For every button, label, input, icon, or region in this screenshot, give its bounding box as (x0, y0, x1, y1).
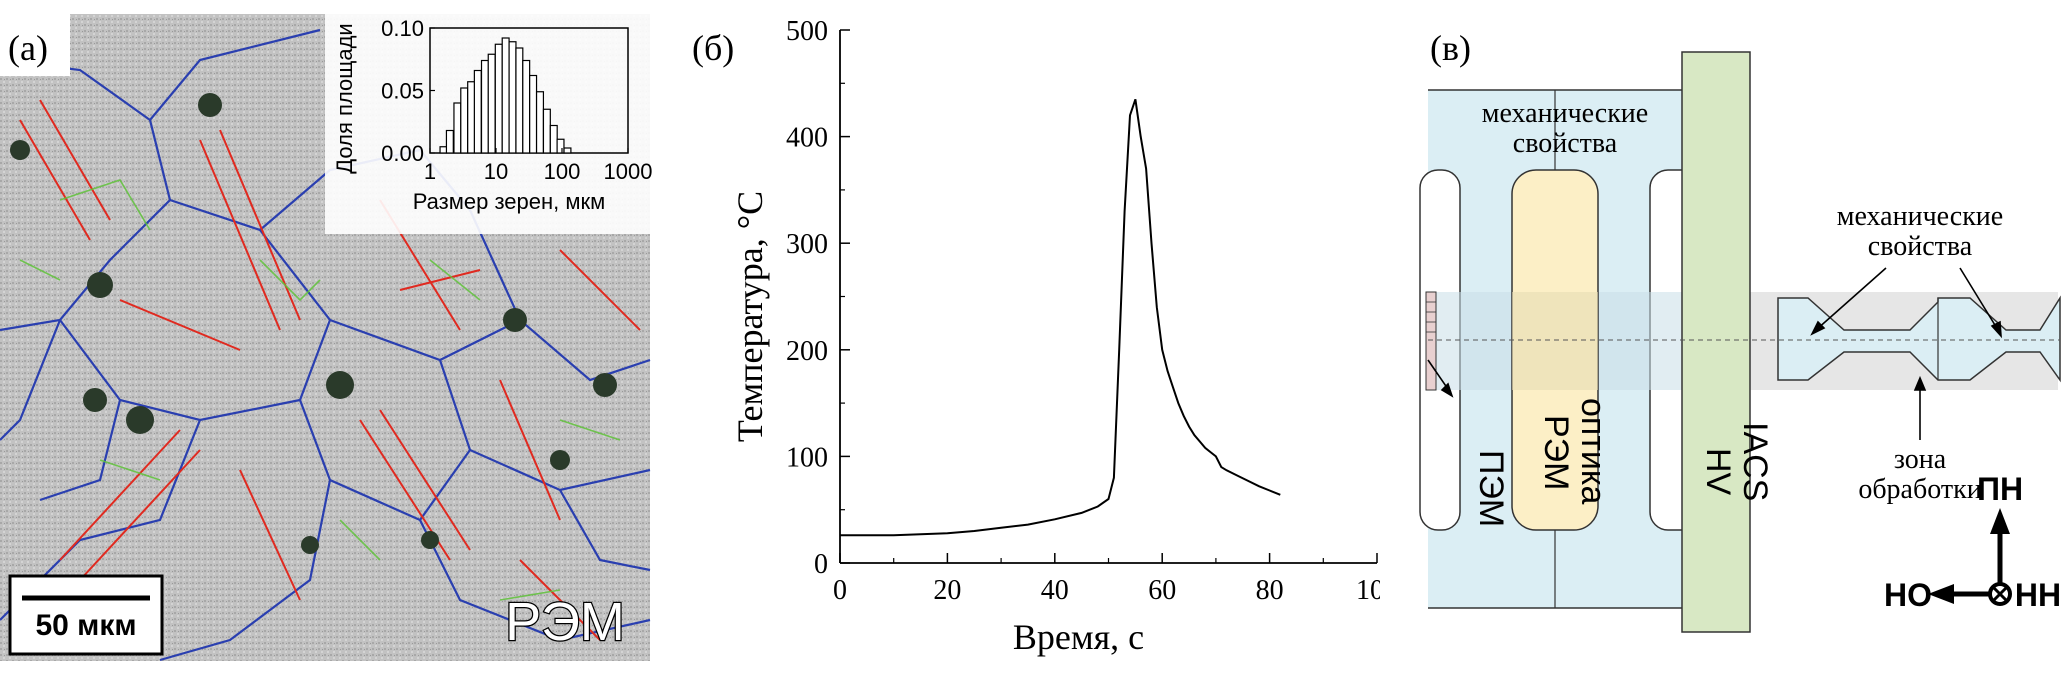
mechanical-specimen-right (1777, 295, 2061, 383)
arrow-left-icon (1928, 584, 1954, 604)
scale-bar-frame (8, 574, 164, 656)
temperature-series-line (840, 98, 1281, 537)
x-tick-label: 40 (1041, 575, 1069, 606)
label-zone-2: обработки (1858, 474, 1981, 505)
label-iacs: IACS (1736, 422, 1774, 501)
label-mech-top-2: свойства (1513, 128, 1618, 159)
x-tick-label: 80 (1256, 575, 1284, 606)
technique-label: РЭМ (505, 592, 625, 652)
hist-x-axis-label: Размер зерен, мкм (413, 189, 606, 214)
histogram-bar (556, 138, 565, 154)
tem-sample (1425, 291, 1437, 391)
panel-c: (в) механические св (1400, 0, 2064, 675)
y-tick-label: 500 (786, 16, 828, 47)
hv-iacs-strip (1681, 51, 1751, 633)
label-mech-top-1: механические (1482, 98, 1648, 129)
hist-x-tick-label: 1000 (604, 159, 653, 184)
panel-label-c: (в) (1430, 28, 1471, 68)
histogram-bar (542, 108, 551, 154)
histogram-bar (563, 147, 572, 154)
panel-b: (б) 0 20 40 60 80 100 0 100 200 300 400 500 Время, с… (680, 0, 1380, 675)
temperature-time-chart: (б) 0 20 40 60 80 100 0 100 200 300 400 500 Время, с… (692, 16, 1380, 657)
orientation-axes: ПН НО НН (1884, 471, 2061, 613)
histogram-bar (460, 87, 469, 154)
histogram-bar (508, 41, 517, 154)
grain-boundaries-low-angle (19, 179, 621, 601)
y-tick-label: 300 (786, 229, 828, 260)
hist-x-tick-label: 1 (424, 159, 436, 184)
histogram-bar (445, 129, 454, 154)
label-sem: РЭМ (1537, 415, 1575, 490)
x-tick-label: 0 (833, 575, 847, 606)
x-tick-label: 100 (1356, 575, 1380, 606)
hist-x-tick-label: 10 (484, 159, 508, 184)
x-axis-label: Время, с (1013, 617, 1144, 657)
hist-y-tick-label: 0.05 (381, 79, 424, 104)
grain-boundaries-high-angle (0, 28, 651, 662)
y-tick-label: 200 (786, 336, 828, 367)
histogram-bar (494, 43, 503, 154)
histogram-bar (549, 124, 558, 154)
specimen-schematic: (в) механические св (1419, 28, 2061, 633)
panel-label-b: (б) (692, 28, 734, 68)
x-tick-label: 60 (1148, 575, 1176, 606)
histogram-bar (522, 59, 531, 154)
hist-y-tick-label: 0.00 (381, 141, 424, 166)
temperature-plot-area: 0 20 40 60 80 100 0 100 200 300 400 500 Время, с Темп… (730, 16, 1380, 657)
histogram-bar (515, 47, 524, 154)
axis-label-up: ПН (1977, 471, 2023, 507)
histogram-bar (480, 59, 489, 154)
histogram-bar (501, 37, 510, 154)
histogram-bar (535, 91, 545, 154)
hist-y-tick-label: 0.10 (381, 16, 424, 41)
dark-precipitates (10, 93, 617, 554)
y-tick-label: 400 (786, 123, 828, 154)
panel-label-a: (а) (8, 28, 48, 68)
label-optics: оптика (1574, 398, 1612, 505)
label-mech-right-1: механические (1837, 201, 2003, 232)
grain-size-histogram: 1 10 100 1000 0.00 0.05 0.10 Размер зерен, мкм Д… (332, 16, 652, 214)
arrow-up-icon (1990, 508, 2010, 534)
leader-arrows (1427, 267, 2002, 440)
sem-micrograph-figure: 1 10 100 1000 0.00 0.05 0.10 Размер зерен, мкм Д… (0, 14, 652, 662)
panel-label-a-box (0, 14, 70, 76)
axis-label-left: НО (1884, 577, 1932, 613)
label-zone-1: зона (1894, 444, 1947, 475)
scale-bar-label: 50 мкм (35, 609, 136, 642)
histogram-bar (529, 74, 538, 154)
y-tick-label: 0 (814, 549, 828, 580)
label-hv: HV (1699, 448, 1737, 496)
label-mech-right-2: свойства (1868, 231, 1973, 262)
y-axis-label: Температура, °С (730, 191, 770, 442)
panel-a: 1 10 100 1000 0.00 0.05 0.10 Размер зерен, мкм Д… (0, 0, 660, 675)
hist-y-axis-label: Доля площади (332, 23, 357, 173)
label-pem: ПЭМ (1472, 450, 1510, 527)
x-tick-label: 20 (933, 575, 961, 606)
hist-x-tick-label: 100 (544, 159, 581, 184)
axis-label-out: НН (2015, 577, 2061, 613)
histogram-bar (473, 69, 482, 154)
histogram-bar (487, 53, 496, 154)
histogram-bar (467, 81, 476, 154)
y-tick-label: 100 (786, 442, 828, 473)
histogram-bar (453, 102, 462, 154)
